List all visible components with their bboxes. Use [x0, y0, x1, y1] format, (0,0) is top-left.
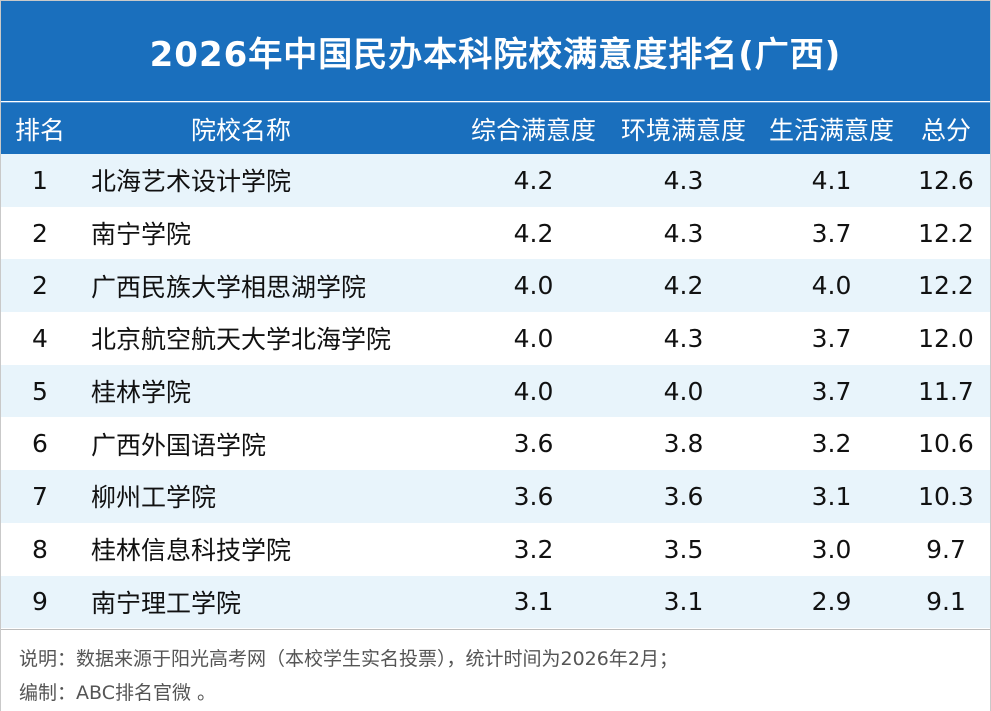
cell-environment: 4.0: [663, 376, 704, 406]
table-header-row: 排名 院校名称 综合满意度 环境满意度 生活满意度 总分: [1, 102, 990, 155]
cell-total: 12.6: [918, 165, 974, 195]
cell-rank: 4: [32, 323, 48, 353]
cell-total: 10.3: [918, 481, 974, 511]
header-total: 总分: [920, 116, 971, 145]
cell-environment: 3.8: [663, 429, 704, 459]
cell-total: 10.6: [918, 429, 974, 459]
cell-overall: 3.1: [513, 587, 554, 617]
cell-life: 2.9: [811, 587, 852, 617]
header-rank: 排名: [14, 116, 65, 145]
cell-life: 4.0: [811, 271, 852, 301]
table-footer: 说明：数据来源于阳光高考网（本校学生实名投票），统计时间为2026年2月； 编制…: [1, 629, 990, 711]
cell-overall: 3.2: [513, 534, 554, 564]
cell-total: 12.0: [918, 323, 974, 353]
table-row: 5 桂林学院 4.0 4.0 3.7 11.7: [1, 364, 990, 418]
table-row: 2 南宁学院 4.2 4.3 3.7 12.2: [1, 206, 990, 260]
footer-source-note: 说明：数据来源于阳光高考网（本校学生实名投票），统计时间为2026年2月；: [19, 648, 678, 670]
cell-name: 广西外国语学院: [91, 430, 267, 460]
header-name: 院校名称: [190, 116, 291, 145]
cell-life: 4.1: [811, 165, 852, 195]
cell-environment: 4.3: [663, 323, 704, 353]
cell-rank: 5: [32, 376, 48, 406]
table-row: 8 桂林信息科技学院 3.2 3.5 3.0 9.7: [1, 522, 990, 576]
cell-life: 3.2: [811, 429, 852, 459]
cell-total: 9.1: [926, 587, 966, 617]
cell-rank: 2: [32, 218, 48, 248]
cell-overall: 4.2: [513, 218, 554, 248]
table-row: 1 北海艺术设计学院 4.2 4.3 4.1 12.6: [1, 154, 990, 207]
table-body: 1 北海艺术设计学院 4.2 4.3 4.1 12.6 2 南宁学院 4.2 4.3 3.7 12.2…: [1, 154, 990, 629]
header-environment: 环境满意度: [620, 116, 746, 145]
cell-name: 柳州工学院: [91, 483, 217, 513]
cell-environment: 3.6: [663, 481, 704, 511]
cell-name: 南宁学院: [91, 220, 192, 250]
table-row: 6 广西外国语学院 3.6 3.8 3.2 10.6: [1, 417, 990, 471]
cell-life: 3.0: [811, 534, 852, 564]
cell-total: 11.7: [918, 376, 974, 406]
cell-environment: 4.3: [663, 218, 704, 248]
cell-total: 12.2: [918, 218, 974, 248]
cell-overall: 4.0: [513, 271, 554, 301]
cell-name: 南宁理工学院: [91, 588, 242, 618]
cell-rank: 2: [32, 271, 48, 301]
cell-rank: 6: [32, 429, 48, 459]
cell-overall: 4.0: [513, 376, 554, 406]
cell-overall: 3.6: [513, 429, 554, 459]
cell-total: 12.2: [918, 271, 974, 301]
header-life: 生活满意度: [768, 116, 894, 145]
cell-life: 3.7: [811, 376, 852, 406]
cell-life: 3.7: [811, 218, 852, 248]
cell-environment: 3.5: [663, 534, 704, 564]
header-overall: 综合满意度: [470, 116, 596, 145]
table-title-text: 2026年中国民办本科院校满意度排名(广西): [149, 34, 842, 75]
cell-environment: 4.3: [663, 165, 704, 195]
cell-life: 3.1: [811, 481, 852, 511]
table-row: 7 柳州工学院 3.6 3.6 3.1 10.3: [1, 470, 990, 523]
table-title: 2026年中国民办本科院校满意度排名(广西): [1, 1, 990, 101]
cell-rank: 9: [32, 587, 48, 617]
cell-environment: 4.2: [663, 271, 704, 301]
cell-name: 桂林学院: [91, 378, 192, 408]
cell-name: 广西民族大学相思湖学院: [91, 272, 367, 302]
footer-editor-note: 编制：ABC排名官微 。: [19, 682, 217, 704]
cell-name: 北京航空航天大学北海学院: [91, 325, 392, 355]
cell-rank: 1: [32, 165, 48, 195]
cell-total: 9.7: [926, 534, 966, 564]
cell-rank: 7: [32, 481, 48, 511]
cell-rank: 8: [32, 534, 48, 564]
cell-life: 3.7: [811, 323, 852, 353]
cell-environment: 3.1: [663, 587, 704, 617]
cell-overall: 4.0: [513, 323, 554, 353]
cell-overall: 4.2: [513, 165, 554, 195]
cell-overall: 3.6: [513, 481, 554, 511]
table-row: 2 广西民族大学相思湖学院 4.0 4.2 4.0 12.2: [1, 259, 990, 313]
cell-name: 北海艺术设计学院: [91, 167, 292, 197]
cell-name: 桂林信息科技学院: [91, 536, 292, 566]
table-row: 9 南宁理工学院 3.1 3.1 2.9 9.1: [1, 575, 990, 629]
table-row: 4 北京航空航天大学北海学院 4.0 4.3 3.7 12.0: [1, 312, 990, 365]
